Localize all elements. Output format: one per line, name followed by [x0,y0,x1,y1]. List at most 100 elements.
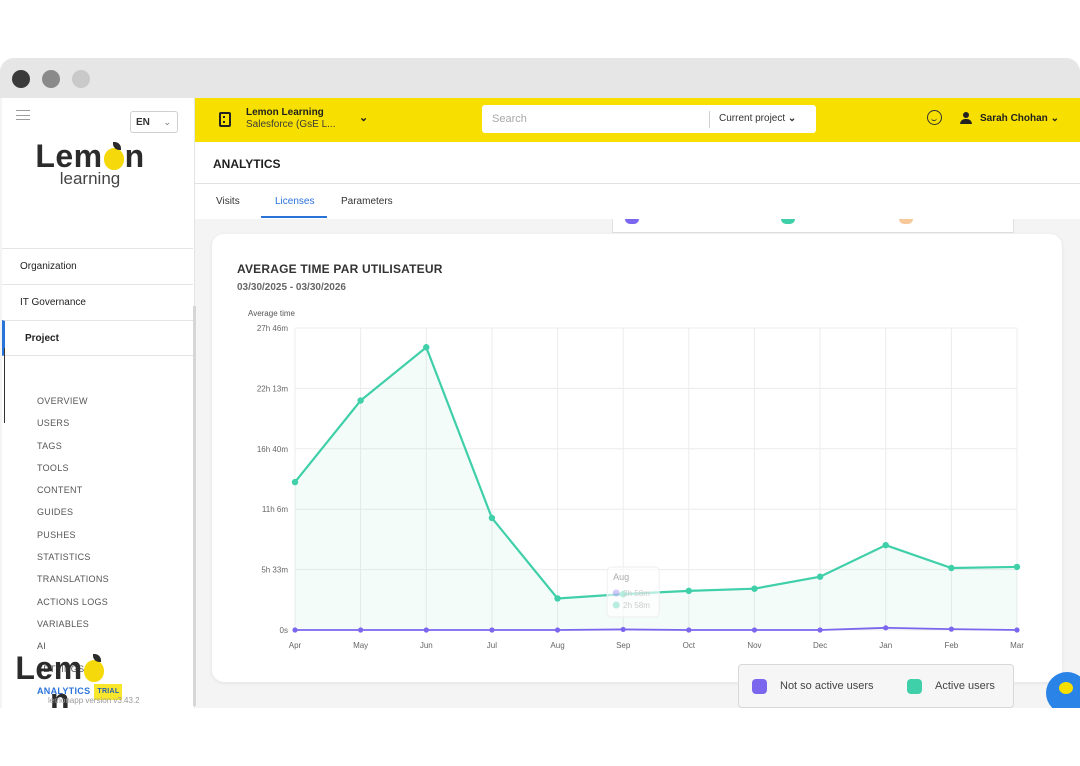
not-so-active-users-point [554,627,561,633]
orange-dot [899,219,913,224]
not-so-active-users-point [883,625,889,631]
green-dot [781,219,795,224]
tab-licenses[interactable]: Licenses [275,196,315,207]
sidebar-section-organization[interactable]: Organization [2,248,193,284]
sidebar-item-statistics[interactable]: STATISTICS [37,552,91,563]
sidebar-scrollbar[interactable] [193,306,196,706]
x-tick-label: May [353,641,368,650]
org-subtitle[interactable]: Salesforce (GsE L... [246,119,336,130]
legend-label-not-so-active[interactable]: Not so active users [780,680,874,692]
not-so-active-users-point [358,627,364,633]
previous-card-edge [612,219,1014,233]
project-scope-select[interactable]: Current project ⌄ [719,113,796,124]
active-users-point [291,478,299,486]
not-so-active-users-point [489,627,495,633]
not-so-active-users-point [1014,627,1020,633]
chevron-down-icon: ⌄ [787,113,797,124]
card-title: AVERAGE TIME PAR UTILISATEUR [237,262,443,276]
project-scope-label: Current project [719,113,786,124]
user-menu[interactable]: Sarah Chohan ⌄ [980,113,1059,124]
window-titlebar [0,58,1080,98]
tooltip-value: 2h 58m [623,589,650,598]
purple-dot [625,219,639,224]
smiley-icon[interactable] [927,110,942,125]
x-tick-label: Dec [813,641,827,650]
y-axis-title: Average time [248,309,296,318]
menu-icon[interactable] [16,110,30,120]
lemon-learning-logo: Lem n learning [35,138,145,188]
not-so-active-users-point [292,627,298,633]
sidebar-item-variables[interactable]: VARIABLES [37,618,90,629]
chevron-down-icon[interactable]: ⌄ [359,112,369,124]
active-users-point [816,573,824,580]
sidebar-section-project[interactable]: Project [2,320,193,356]
y-tick-label: 16h 40m [257,445,288,454]
active-tab-underline [261,216,327,218]
minimize-window-dot[interactable] [42,70,60,88]
tooltip-value: 2h 58m [623,601,650,610]
active-users-point [1013,563,1021,571]
x-tick-label: Jun [420,641,433,650]
page-title-bar: ANALYTICS [195,142,1080,184]
chevron-down-icon: ⌄ [163,117,171,127]
help-chat-icon[interactable] [1046,672,1080,708]
sidebar-item-content[interactable]: CONTENT [37,485,83,496]
x-tick-label: Mar [1010,641,1024,650]
language-select[interactable]: EN ⌄ [130,111,178,133]
sidebar-item-translations[interactable]: TRANSLATIONS [37,574,109,585]
active-users-point [685,587,693,595]
tooltip-title: Aug [613,572,629,582]
sidebar-item-ai[interactable]: AI [37,641,47,652]
not-so-active-users-point [620,626,626,633]
browser-window: EN ⌄ Lem n learning Organization IT Gover… [0,58,1080,708]
sidebar-item-analytics[interactable]: ANALYTICS TRIAL [37,683,123,706]
sidebar-item-settings[interactable]: SETTINGS [37,663,85,674]
sidebar-item-pushes[interactable]: PUSHES [37,529,76,540]
sidebar-item-guides[interactable]: GUIDES [37,507,74,518]
sidebar-item-tools[interactable]: TOOLS [37,462,69,473]
x-tick-label: Feb [944,641,958,650]
sidebar-item-actions-logs[interactable]: ACTIONS LOGS [37,596,109,607]
x-tick-label: Nov [747,641,761,650]
x-tick-label: Jan [879,641,892,650]
close-window-dot[interactable] [12,70,30,88]
sidebar-item-analytics-label: ANALYTICS [37,685,91,696]
not-so-active-users-point [817,627,823,633]
org-name[interactable]: Lemon Learning [246,107,324,118]
language-value: EN [136,117,150,128]
search-divider [709,111,710,128]
active-users-point [357,397,364,404]
search-input[interactable]: Search [492,113,527,125]
y-tick-label: 22h 13m [257,384,288,393]
maximize-window-dot[interactable] [72,70,90,88]
tab-parameters[interactable]: Parameters [341,196,393,207]
average-time-card: AVERAGE TIME PAR UTILISATEUR 03/30/2025 … [212,234,1062,682]
tooltip-swatch [612,589,620,597]
tooltip-swatch [612,601,620,609]
tab-bar: Visits Licenses Parameters [195,184,1080,219]
sidebar-section-it-governance[interactable]: IT Governance [2,284,193,320]
not-so-active-users-point [948,626,954,632]
sidebar-item-users[interactable]: USERS [37,418,70,429]
card-date-range: 03/30/2025 - 03/30/2026 [237,282,346,293]
active-users-point [751,585,758,592]
user-icon [960,112,972,125]
section-indicator-line [4,348,5,423]
average-time-chart[interactable]: Average time 0s 5h 33m 11h 6m 16h 40m 22h 13m… [212,234,1062,682]
y-tick-label: 27h 46m [257,324,288,333]
tab-visits[interactable]: Visits [216,196,240,207]
project-subnav: OVERVIEW USERS TAGS TOOLS CONTENT GUIDES… [37,394,123,706]
sidebar-item-overview[interactable]: OVERVIEW [37,396,88,406]
legend-label-active[interactable]: Active users [935,680,995,692]
not-so-active-users-point [686,627,692,633]
search-bar[interactable]: Search Current project ⌄ [482,105,816,133]
tooltip-box [606,566,660,618]
sidebar: EN ⌄ Lem n learning Organization IT Gover… [2,98,196,708]
x-tick-label: Apr [289,641,302,650]
user-name: Sarah Chohan [980,113,1048,124]
active-users-point [554,595,561,602]
x-tick-label: Oct [683,641,696,650]
sidebar-item-tags[interactable]: TAGS [37,440,63,451]
building-icon [219,112,231,127]
app-version: lemonapp version v3.43.2 [48,696,140,705]
